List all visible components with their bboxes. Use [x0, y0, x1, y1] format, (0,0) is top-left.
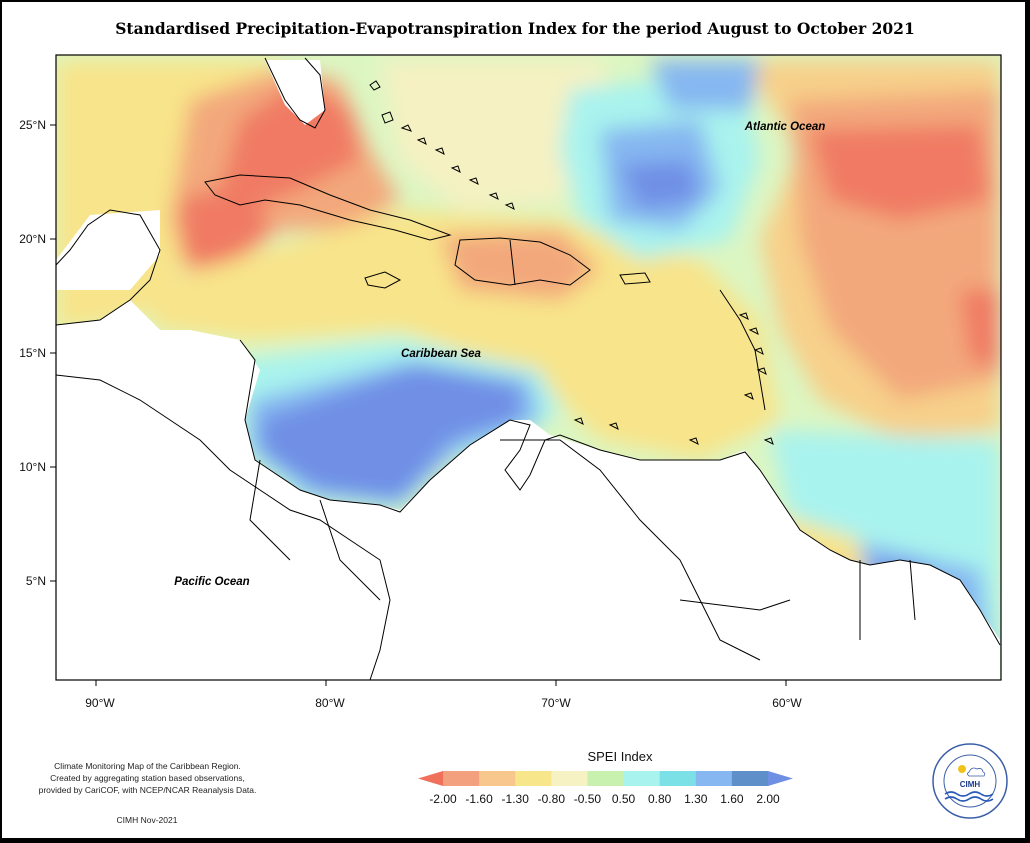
credit-line: provided by CariCOF, with NCEP/NCAR Rean…	[38, 785, 257, 795]
caribbean-sea-label: Caribbean Sea	[401, 348, 481, 360]
legend-tick-label: -2.00	[429, 792, 457, 806]
legend-swatch	[659, 771, 697, 786]
sun-icon	[958, 765, 966, 773]
credit-text: Climate Monitoring Map of the Caribbean …	[20, 760, 275, 796]
x-tick-label: 90°W	[85, 696, 115, 710]
map-border	[55, 54, 1002, 681]
x-axis-labels: 90°W 80°W 70°W 60°W	[85, 696, 802, 710]
legend-tick-label: 1.60	[720, 792, 744, 806]
legend-swatch	[515, 771, 552, 786]
legend-swatch	[479, 771, 516, 786]
legend-swatch	[551, 771, 588, 786]
x-tick-label: 70°W	[541, 696, 571, 710]
y-tick-label: 10°N	[19, 460, 46, 474]
y-tick-label: 15°N	[19, 346, 46, 360]
x-tick-label: 60°W	[772, 696, 802, 710]
island-outlines	[369, 80, 774, 445]
legend-tick-label: -0.80	[538, 792, 566, 806]
legend-swatch	[418, 771, 443, 786]
logo-text: CIMH	[960, 780, 981, 789]
credit-line: Climate Monitoring Map of the Caribbean …	[54, 761, 241, 771]
spei-field	[56, 55, 1001, 680]
legend-tick-label: 2.00	[756, 792, 780, 806]
legend-swatch	[623, 771, 661, 786]
y-axis-labels: 25°N 20°N 15°N 10°N 5°N	[19, 118, 46, 588]
legend-tick-label: -1.30	[502, 792, 530, 806]
x-tick-label: 80°W	[315, 696, 345, 710]
cloud-icon	[967, 767, 986, 777]
legend-tick-label: 0.80	[648, 792, 672, 806]
y-tick-label: 25°N	[19, 118, 46, 132]
axis-ticks	[50, 124, 787, 686]
legend-swatch	[443, 771, 480, 786]
date-text: CIMH Nov-2021	[116, 815, 178, 825]
atlantic-ocean-label: Atlantic Ocean	[744, 121, 826, 133]
y-tick-label: 5°N	[26, 574, 46, 588]
credit-line: Created by aggregating station based obs…	[50, 773, 245, 783]
y-tick-label: 20°N	[19, 232, 46, 246]
cimh-logo: CIMH	[932, 743, 1008, 819]
legend-swatch	[587, 771, 625, 786]
map-title: Standardised Precipitation-Evapotranspir…	[115, 19, 915, 38]
waves-icon	[944, 791, 994, 802]
legend-tick-label: 1.30	[684, 792, 708, 806]
legend-title: SPEI Index	[587, 749, 653, 764]
legend-swatch	[768, 771, 793, 786]
legend-tick-label: -1.60	[465, 792, 493, 806]
legend-tick-label: -0.50	[574, 792, 602, 806]
legend-tick-label: 0.50	[612, 792, 636, 806]
legend-swatch	[731, 771, 769, 786]
pacific-ocean-label: Pacific Ocean	[174, 576, 249, 588]
legend-colorbar: -2.00 -1.60 -1.30 -0.80 -0.50 0.50 0.80 1.30 1.6…	[418, 771, 793, 806]
legend-swatch	[695, 771, 733, 786]
